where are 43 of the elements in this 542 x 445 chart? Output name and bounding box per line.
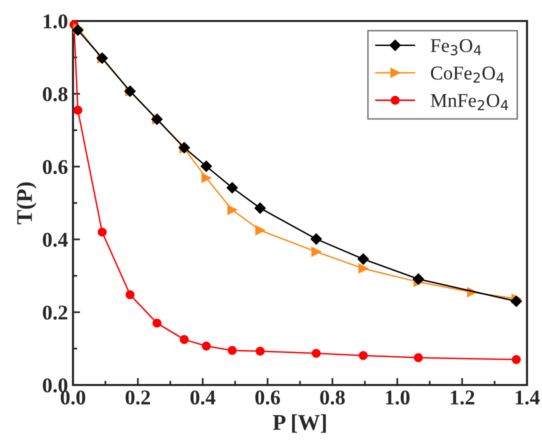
y-tick-label: 0.2 (42, 306, 68, 320)
point (255, 225, 265, 236)
x-tick-label: 0.4 (190, 390, 216, 405)
y-tick-label: 0.0 (42, 378, 68, 393)
point (510, 296, 522, 307)
legend-label: Fe$_{3}$O$_{4}$ (430, 39, 482, 56)
point (126, 290, 135, 300)
x-tick-label: 1.0 (386, 390, 410, 405)
point (358, 253, 369, 265)
x-tick-label: 0.2 (126, 390, 150, 405)
point (202, 342, 211, 351)
y-tick-label: 0.4 (42, 232, 68, 247)
point (414, 353, 423, 362)
point (200, 160, 212, 172)
y-tick-label: 1.0 (44, 14, 68, 29)
x-tick-label: 0.6 (255, 390, 280, 405)
y-tick-label: 0.6 (42, 160, 68, 174)
legend-label: CoFe$_{2}$O$_{4}$ (430, 66, 504, 83)
y-tick-label: 0.8 (42, 87, 68, 102)
point (512, 355, 521, 364)
x-axis-title: P [W] (272, 414, 326, 433)
point (310, 233, 322, 245)
x-tick-label: 0.8 (320, 390, 345, 405)
point (228, 346, 237, 355)
point (226, 182, 238, 194)
point (98, 228, 107, 237)
point (412, 273, 424, 285)
point (180, 334, 189, 344)
x-tick-label: 1.2 (450, 390, 474, 405)
y-axis-title: T(P) (16, 182, 37, 224)
point (227, 205, 238, 215)
point (254, 202, 266, 214)
point (312, 348, 321, 358)
point (358, 264, 368, 274)
point (311, 246, 322, 257)
x-tick-label: 0.0 (60, 390, 86, 405)
legend-label: MnFe$_{2}$O$_{4}$ (430, 94, 508, 110)
point (358, 351, 368, 360)
x-tick-label: 1.4 (516, 390, 540, 405)
point (256, 346, 265, 356)
point (201, 173, 212, 183)
point (73, 106, 82, 115)
point (152, 318, 162, 328)
